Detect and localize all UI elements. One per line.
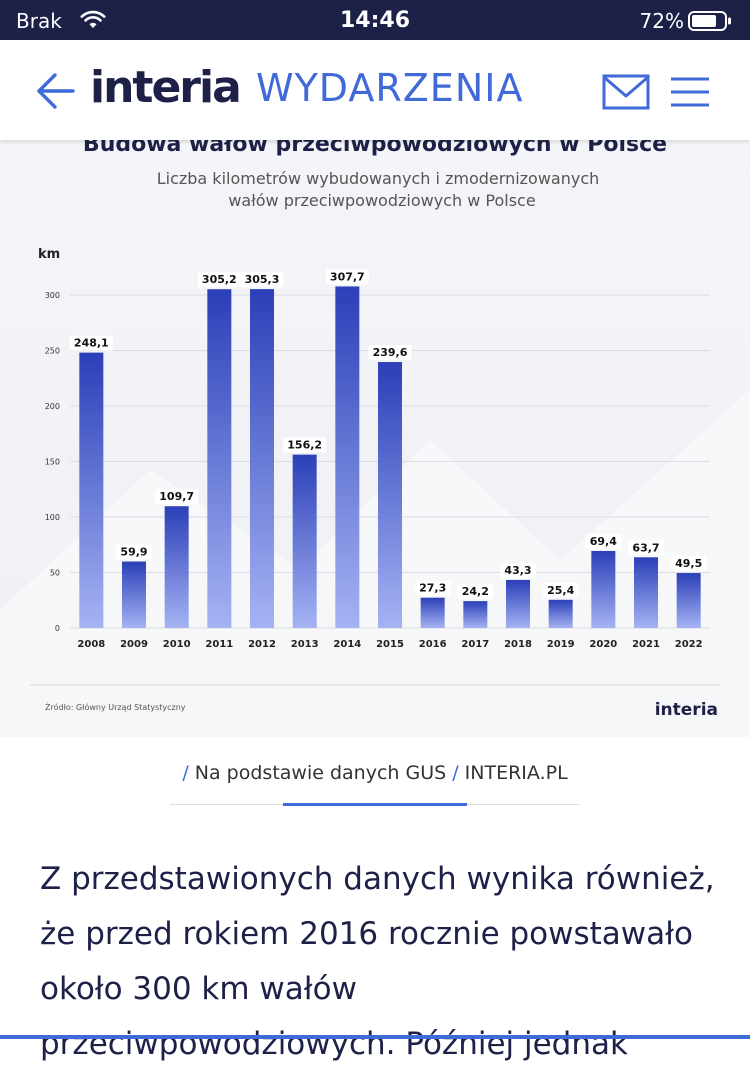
mail-button[interactable]: [602, 74, 650, 110]
x-tick-label-2008: 2008: [77, 639, 105, 650]
data-label-bg: [283, 437, 327, 453]
back-button[interactable]: [36, 72, 76, 110]
battery-icon: [688, 11, 732, 36]
y-tick-label: 300: [45, 291, 60, 300]
hamburger-menu-icon: [671, 77, 709, 107]
x-tick-label-2022: 2022: [675, 639, 703, 650]
data-label-bg: [325, 269, 369, 285]
data-label-bg: [628, 540, 664, 556]
bar-2011: [207, 289, 232, 628]
data-label-bg: [240, 272, 284, 288]
data-label-bg: [457, 584, 494, 600]
y-tick-label: 200: [45, 402, 60, 411]
bar-2015: [378, 362, 402, 628]
chart-title: Budowa wałów przeciwpowodziowych w Polsc…: [83, 140, 667, 157]
x-tick-label-2013: 2013: [291, 639, 319, 650]
x-tick-label-2015: 2015: [376, 639, 404, 650]
data-label-bg: [670, 556, 707, 572]
y-tick-label: 50: [50, 569, 60, 578]
x-tick-label-2018: 2018: [504, 639, 532, 650]
data-label-2016: 27,3: [419, 582, 446, 595]
caption-slash-icon: /: [182, 762, 189, 784]
x-tick-label-2009: 2009: [120, 639, 148, 650]
interia-watermark: interia: [655, 700, 718, 720]
x-tick-label-2016: 2016: [419, 639, 447, 650]
data-label-2017: 24,2: [462, 585, 489, 598]
status-bar: Brak 14:46 72%: [0, 0, 750, 40]
y-tick-label: 150: [45, 458, 60, 467]
y-axis-label: km: [38, 247, 60, 262]
data-label-2013: 156,2: [287, 439, 322, 452]
caption-site[interactable]: INTERIA.PL: [464, 762, 568, 784]
bar-2022: [676, 573, 701, 628]
y-tick-label: 100: [45, 513, 60, 522]
data-label-bg: [155, 489, 199, 505]
menu-button[interactable]: [670, 76, 710, 108]
image-caption: / Na podstawie danych GUS / INTERIA.PL: [0, 762, 750, 784]
article-paragraph: Z przedstawionych danych wynika również,…: [40, 861, 715, 1062]
data-label-2014: 307,7: [330, 270, 365, 283]
data-label-2015: 239,6: [373, 346, 408, 359]
bar-2017: [463, 601, 488, 628]
data-label-2008: 248,1: [74, 337, 109, 350]
bar-2021: [634, 557, 658, 628]
caption-slash-icon: /: [452, 762, 459, 784]
data-label-2021: 63,7: [632, 541, 659, 554]
x-tick-label-2019: 2019: [547, 639, 575, 650]
data-label-2009: 59,9: [120, 546, 147, 559]
x-tick-label-2010: 2010: [163, 639, 191, 650]
data-label-2019: 25,4: [547, 584, 574, 597]
y-tick-label: 0: [55, 624, 60, 633]
bar-2012: [250, 289, 274, 628]
backdrop-shape: [0, 390, 750, 737]
data-label-bg: [197, 272, 241, 288]
bar-2009: [122, 561, 146, 628]
carrier-label: Brak: [16, 9, 62, 33]
data-label-bg: [368, 345, 412, 361]
section-title[interactable]: WYDARZENIA: [256, 66, 524, 110]
data-label-bg: [69, 335, 113, 351]
bar-chart: Budowa wałów przeciwpowodziowych w Polsc…: [0, 140, 750, 737]
data-label-2010: 109,7: [159, 490, 194, 503]
x-tick-label-2014: 2014: [333, 639, 361, 650]
data-label-2011: 305,2: [202, 273, 237, 286]
x-tick-label-2011: 2011: [205, 639, 233, 650]
data-label-bg: [500, 562, 536, 578]
chart-subtitle-line1: Liczba kilometrów wybudowanych i zmodern…: [157, 169, 600, 188]
data-label-2018: 43,3: [504, 564, 531, 577]
data-label-bg: [116, 544, 152, 560]
data-label-bg: [542, 582, 579, 598]
x-tick-label-2017: 2017: [461, 639, 489, 650]
bar-2016: [420, 597, 445, 628]
x-tick-label-2021: 2021: [632, 639, 660, 650]
caption-source: Na podstawie danych GUS: [194, 762, 447, 784]
clock: 14:46: [339, 8, 411, 33]
bar-2010: [164, 506, 189, 628]
x-tick-label-2012: 2012: [248, 639, 276, 650]
bar-2014: [335, 286, 360, 628]
app-header: interia WYDARZENIA: [0, 40, 750, 140]
bar-2019: [548, 599, 573, 628]
data-label-bg: [585, 533, 622, 549]
mail-icon: [602, 74, 650, 110]
data-label-2012: 305,3: [245, 273, 280, 286]
chart-source: Źródło: Główny Urząd Statystyczny: [45, 701, 186, 712]
bottom-accent-line: [0, 1035, 750, 1039]
data-label-2020: 69,4: [590, 535, 617, 548]
chart-subtitle-line2: wałów przeciwpowodziowych w Polsce: [228, 191, 535, 210]
bar-2018: [506, 579, 530, 628]
data-label-2022: 49,5: [675, 557, 702, 570]
caption-accent-bar: [283, 803, 467, 806]
wifi-icon: [80, 10, 106, 35]
arrow-left-icon: [37, 73, 75, 109]
y-tick-label: 250: [45, 347, 60, 356]
chart-figure[interactable]: Budowa wałów przeciwpowodziowych w Polsc…: [0, 140, 750, 737]
bar-2008: [79, 352, 104, 628]
battery-percent: 72%: [639, 9, 684, 33]
interia-logo[interactable]: interia: [90, 62, 242, 113]
bar-2013: [292, 454, 317, 628]
bar-2020: [591, 550, 616, 628]
data-label-bg: [414, 580, 451, 596]
x-tick-label-2020: 2020: [589, 639, 617, 650]
